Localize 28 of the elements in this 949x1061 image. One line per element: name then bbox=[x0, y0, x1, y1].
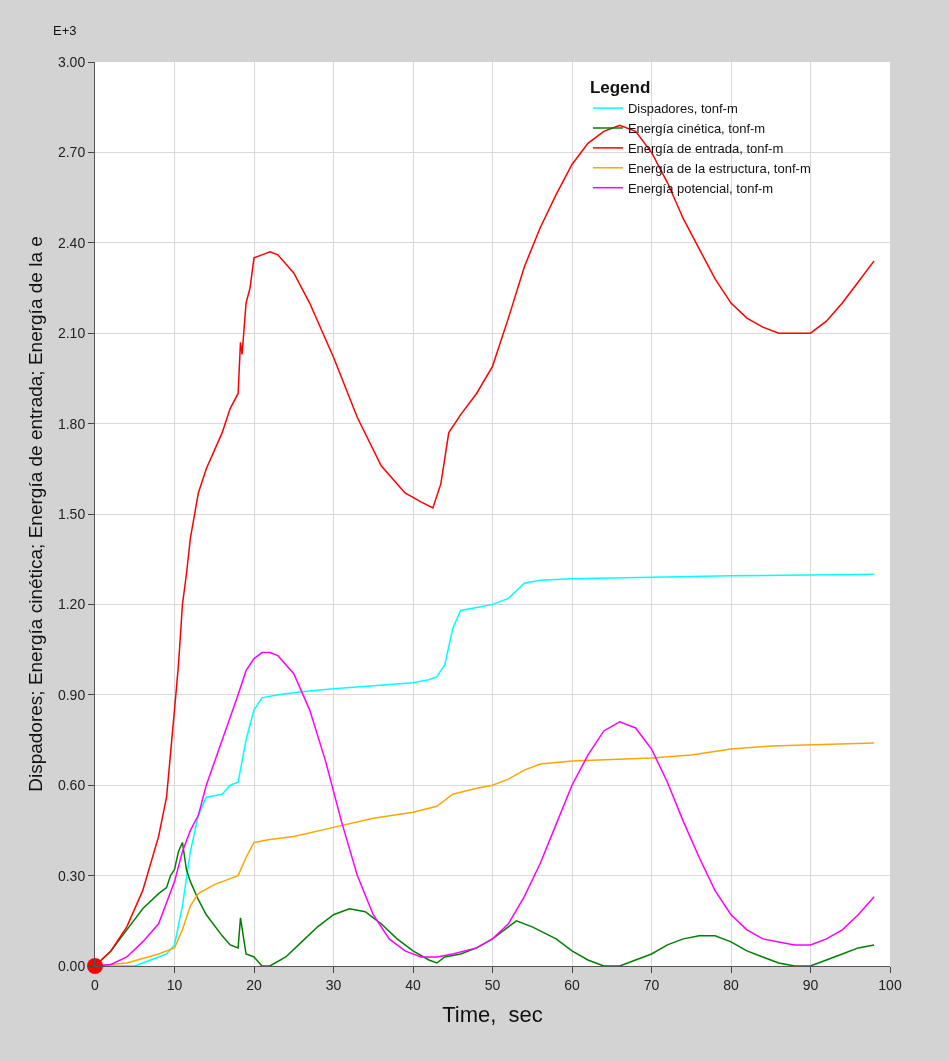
y-tick-label: 1.20 bbox=[57, 596, 86, 613]
y-tick-label: 1.50 bbox=[57, 505, 86, 522]
x-tick-label: 50 bbox=[484, 976, 501, 993]
y-tick-label: 2.10 bbox=[57, 325, 86, 342]
y-tick-label: 1.80 bbox=[57, 415, 86, 432]
legend-label: Energía cinética, tonf-m bbox=[627, 121, 766, 137]
y-axis-title: Dispadores; Energía cinética; Energía de entrada; Energía de la e bbox=[24, 236, 46, 792]
y-tick-label: 0.60 bbox=[57, 777, 86, 794]
x-tick-label: 20 bbox=[246, 976, 262, 993]
x-axis-title: Time, sec bbox=[442, 1001, 543, 1027]
y-tick-label: 0.00 bbox=[57, 957, 86, 974]
x-tick-label: 70 bbox=[643, 976, 660, 993]
x-tick-label: 10 bbox=[166, 976, 183, 993]
y-tick-label: 0.30 bbox=[57, 867, 86, 884]
x-tick-label: 90 bbox=[802, 976, 819, 993]
x-tick-label: 30 bbox=[325, 976, 342, 993]
y-tick-label: 2.40 bbox=[57, 234, 86, 251]
y-tick-label: 3.00 bbox=[57, 53, 86, 70]
x-tick-label: 60 bbox=[564, 976, 580, 993]
x-tick-label: 40 bbox=[405, 976, 421, 993]
x-tick-label: 0 bbox=[91, 976, 100, 993]
legend-title: Legend bbox=[589, 78, 651, 98]
y-tick-label: 0.90 bbox=[57, 686, 86, 703]
y-tick-label: 2.70 bbox=[57, 144, 86, 161]
x-tick-label: 100 bbox=[878, 976, 902, 993]
legend-label: Dispadores, tonf-m bbox=[627, 101, 738, 117]
text: E+3 bbox=[53, 23, 77, 38]
x-tick-label: 80 bbox=[723, 976, 739, 993]
